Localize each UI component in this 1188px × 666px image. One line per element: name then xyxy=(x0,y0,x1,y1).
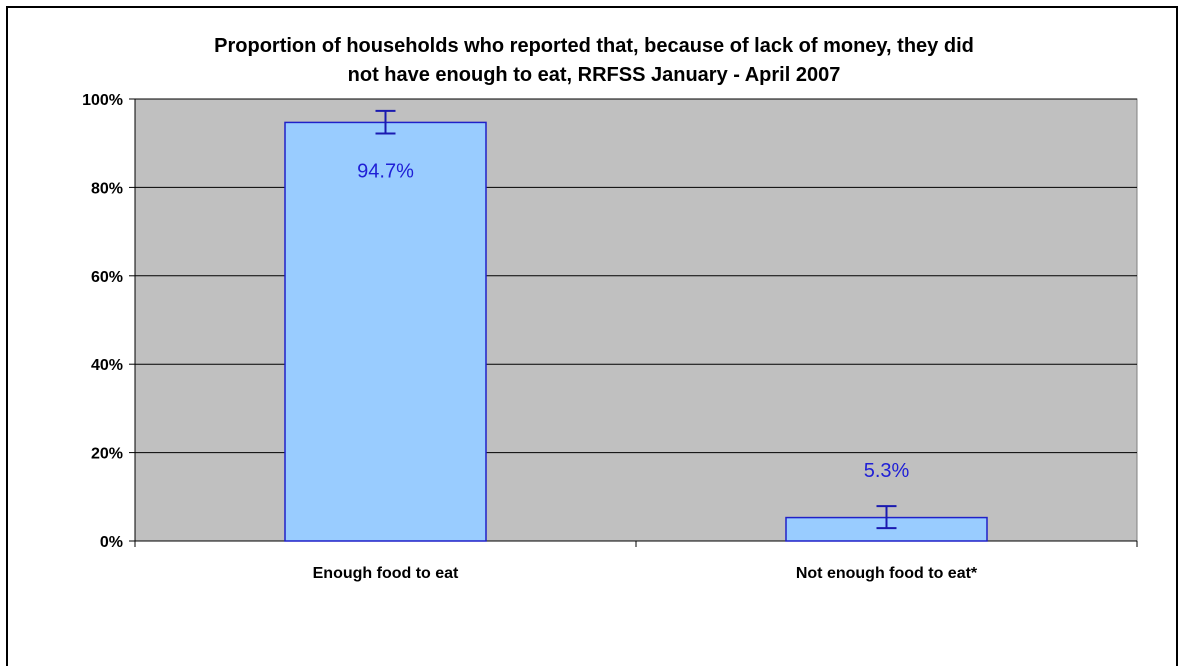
data-label: 5.3% xyxy=(864,460,910,482)
y-tick-label: 20% xyxy=(91,446,123,463)
chart-title: Proportion of households who reported th… xyxy=(0,32,1188,90)
data-label: 94.7% xyxy=(357,160,414,182)
y-tick-label: 100% xyxy=(82,92,123,109)
bar xyxy=(284,121,487,542)
y-tick-label: 60% xyxy=(91,269,123,286)
y-tick-label: 0% xyxy=(100,534,123,551)
y-tick-label: 80% xyxy=(91,180,123,197)
y-tick-label: 40% xyxy=(91,357,123,374)
x-tick-label: Enough food to eat xyxy=(313,565,459,582)
x-tick-label: Not enough food to eat* xyxy=(796,565,978,582)
chart-title-line-1: Proportion of households who reported th… xyxy=(214,35,974,57)
chart-title-line-2: not have enough to eat, RRFSS January - … xyxy=(347,64,841,86)
